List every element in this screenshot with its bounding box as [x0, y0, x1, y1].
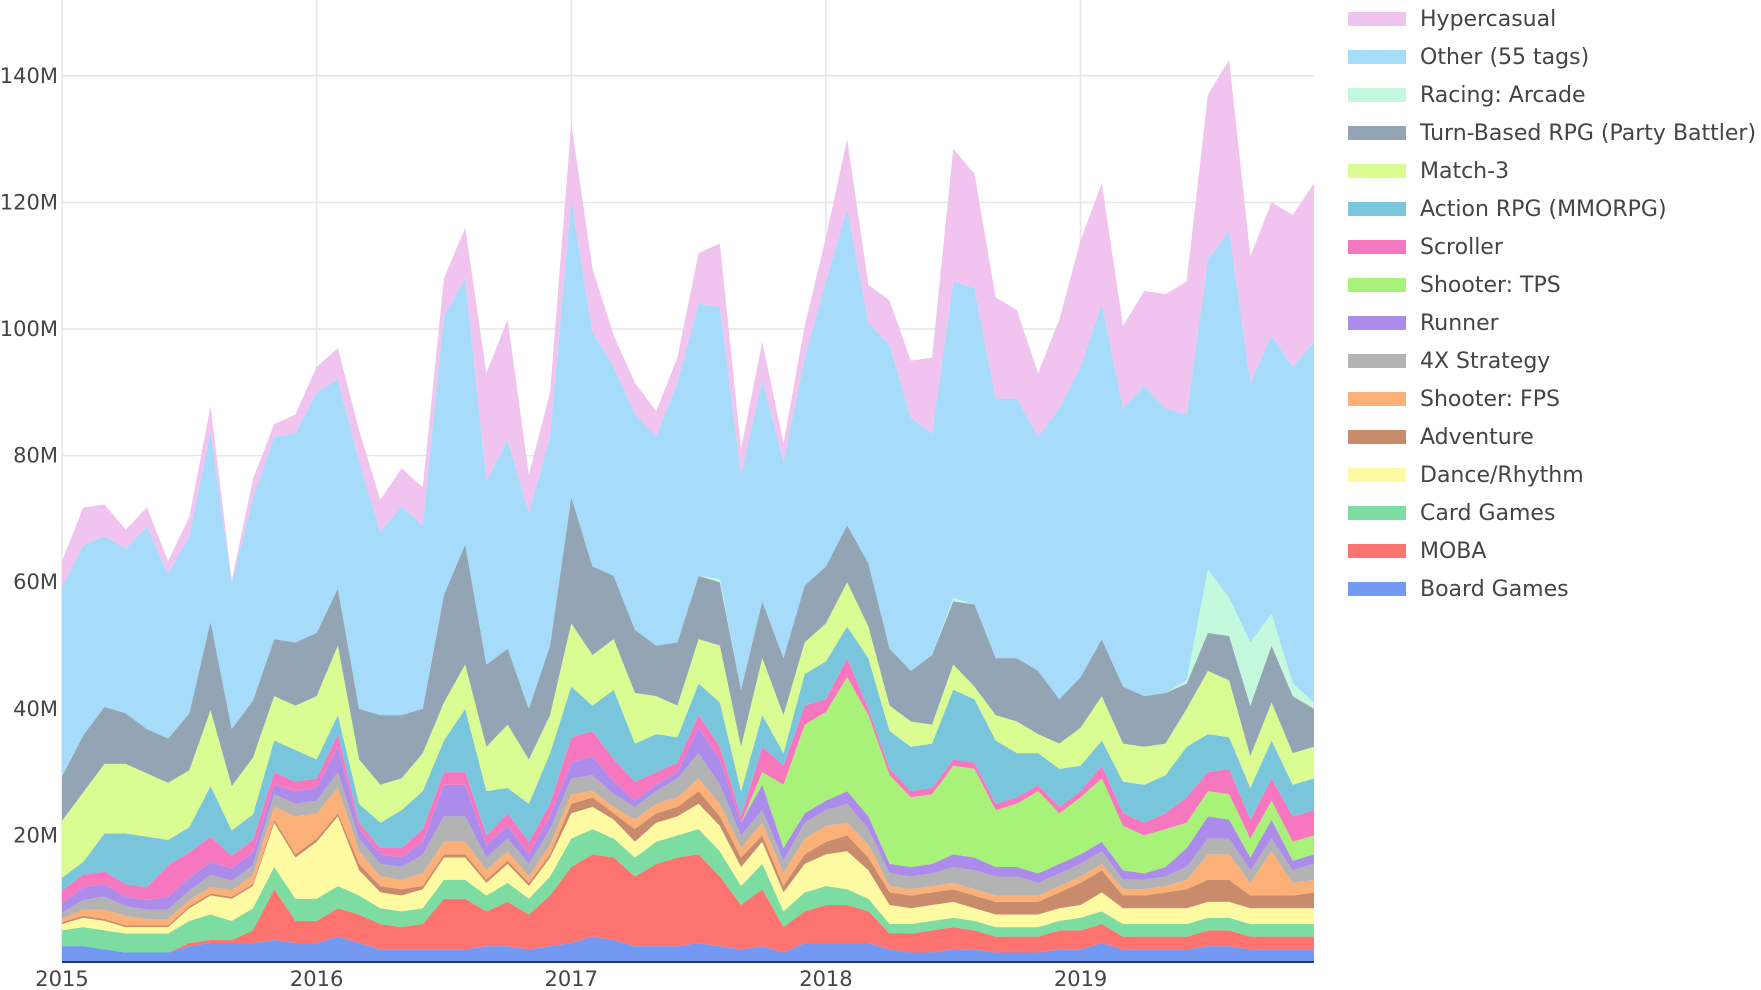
legend-label: Shooter: FPS [1420, 386, 1560, 412]
legend-label: Runner [1420, 310, 1499, 336]
legend-label: Action RPG (MMORPG) [1420, 196, 1667, 222]
legend-item[interactable]: Shooter: FPS [1348, 380, 1756, 418]
area-turn-based-rpg-party-battler [62, 496, 1314, 821]
area-runner [62, 727, 1314, 913]
legend-label: Turn-Based RPG (Party Battler) [1420, 120, 1757, 146]
legend-swatch [1348, 12, 1406, 26]
legend-item[interactable]: Shooter: TPS [1348, 266, 1756, 304]
legend-item[interactable]: Action RPG (MMORPG) [1348, 190, 1756, 228]
legend-swatch [1348, 354, 1406, 368]
area-layers [62, 59, 1314, 962]
legend-item[interactable]: 4X Strategy [1348, 342, 1756, 380]
legend-swatch [1348, 392, 1406, 406]
legend-label: MOBA [1420, 538, 1487, 564]
x-tick-label: 2019 [1054, 967, 1107, 990]
legend-swatch [1348, 202, 1406, 216]
x-tick-label: 2015 [35, 967, 88, 990]
legend-swatch [1348, 316, 1406, 330]
legend-swatch [1348, 468, 1406, 482]
legend-item[interactable]: Dance/Rhythm [1348, 456, 1756, 494]
x-tick-label: 2016 [290, 967, 343, 990]
legend-item[interactable]: Match-3 [1348, 152, 1756, 190]
area-card-games [62, 829, 1314, 953]
legend-swatch [1348, 50, 1406, 64]
y-tick-label: 20M [13, 823, 58, 847]
legend-item[interactable]: MOBA [1348, 532, 1756, 570]
legend-item[interactable]: Scroller [1348, 228, 1756, 266]
y-tick-label: 60M [13, 570, 58, 594]
area-moba [62, 854, 1314, 953]
legend-item[interactable]: Card Games [1348, 494, 1756, 532]
legend-swatch [1348, 430, 1406, 444]
y-tick-labels: 20M 40M 60M 80M 100M 120M 140M [0, 64, 58, 848]
legend-label: Other (55 tags) [1420, 44, 1590, 70]
legend-item[interactable]: Turn-Based RPG (Party Battler) [1348, 114, 1756, 152]
area-other-55-tags [62, 199, 1314, 777]
area-shooter-tps [62, 677, 1314, 904]
legend-swatch [1348, 582, 1406, 596]
legend-item[interactable]: Hypercasual [1348, 0, 1756, 38]
area-scroller [62, 658, 1314, 904]
legend-label: Card Games [1420, 500, 1556, 526]
legend-item[interactable]: Racing: Arcade [1348, 76, 1756, 114]
legend-item[interactable]: Runner [1348, 304, 1756, 342]
legend-item[interactable]: Board Games [1348, 570, 1756, 608]
legend-swatch [1348, 240, 1406, 254]
legend-label: Hypercasual [1420, 6, 1557, 32]
legend-label: Adventure [1420, 424, 1534, 450]
legend-item[interactable]: Other (55 tags) [1348, 38, 1756, 76]
legend-swatch [1348, 278, 1406, 292]
legend-swatch [1348, 506, 1406, 520]
area-board-games [62, 936, 1314, 962]
legend-swatch [1348, 126, 1406, 140]
x-tick-label: 2018 [799, 967, 852, 990]
legend-item[interactable]: Adventure [1348, 418, 1756, 456]
area-4x-strategy [62, 753, 1314, 919]
y-tick-label: 80M [13, 444, 58, 468]
area-action-rpg-mmorpg [62, 626, 1314, 891]
legend-swatch [1348, 164, 1406, 178]
legend-label: Scroller [1420, 234, 1503, 260]
legend-label: 4X Strategy [1420, 348, 1551, 374]
area-match-3 [62, 582, 1314, 878]
legend-label: Racing: Arcade [1420, 82, 1586, 108]
area-dance-rhythm [62, 803, 1314, 934]
legend-swatch [1348, 88, 1406, 102]
legend-label: Dance/Rhythm [1420, 462, 1584, 488]
x-tick-labels: 2015 2016 2017 2018 2019 [35, 967, 1107, 990]
x-tick-label: 2017 [545, 967, 598, 990]
legend-label: Match-3 [1420, 158, 1510, 184]
legend-label: Board Games [1420, 576, 1569, 602]
legend-swatch [1348, 544, 1406, 558]
legend-label: Shooter: TPS [1420, 272, 1561, 298]
area-hypercasual [62, 59, 1314, 587]
y-tick-label: 100M [0, 317, 58, 341]
y-tick-label: 120M [0, 190, 58, 214]
legend: Hypercasual Other (55 tags) Racing: Arcade… [1348, 0, 1756, 608]
y-tick-label: 40M [13, 697, 58, 721]
y-tick-label: 140M [0, 64, 58, 88]
